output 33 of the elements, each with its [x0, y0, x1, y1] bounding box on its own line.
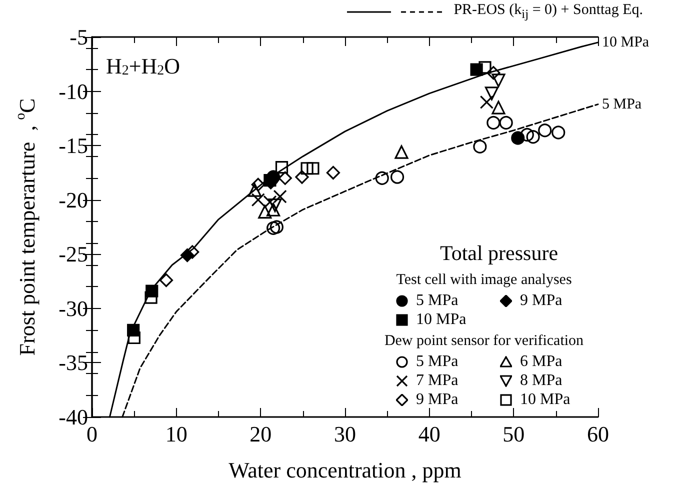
x-tick-label: 10 — [165, 422, 188, 446]
y-tick-label: -30 — [58, 296, 88, 321]
y-tick-label: -35 — [58, 350, 88, 376]
y-axis-title: Frost point temperarture , oC — [14, 98, 40, 356]
annotation: 10 MPa — [602, 34, 650, 50]
text: PR-EOS (k$_{ij}$ = 0) + Sonttag Eq. — [454, 2, 643, 22]
legend-label: 7 MPa — [416, 371, 458, 390]
legend-label: 10 MPa — [416, 310, 466, 329]
annotation: H2+H2O — [106, 54, 180, 78]
x-tick-label: 30 — [334, 422, 356, 446]
y-tick-label: -40 — [58, 404, 88, 430]
x-tick-label: 20 — [250, 422, 272, 446]
x-axis-title: Water concentration , ppm — [228, 458, 462, 482]
legend-label: 10 MPa — [520, 390, 570, 409]
y-tick-label: -20 — [58, 187, 88, 212]
x-tick-label: 50 — [502, 422, 525, 446]
legend-label: 6 MPa — [520, 352, 562, 371]
annotation: Dew point sensor for verification — [383, 333, 585, 350]
legend-label: 5 MPa — [416, 352, 458, 371]
y-tick-label: -5 — [70, 24, 88, 50]
x-tick-label: 40 — [418, 422, 440, 446]
x-tick-label: 60 — [587, 422, 609, 446]
annotation: Test cell with image analyses — [395, 272, 573, 289]
annotation: 5 MPa — [602, 96, 642, 112]
legend-label: 9 MPa — [520, 291, 562, 310]
y-tick-label: -15 — [58, 133, 88, 158]
legend-label: 8 MPa — [520, 371, 562, 390]
legend-title: Total pressure — [438, 241, 560, 266]
y-tick-label: -10 — [58, 78, 88, 104]
y-tick-label: -25 — [58, 242, 88, 267]
legend-label: 5 MPa — [416, 291, 458, 310]
legend-label: 9 MPa — [416, 390, 458, 409]
x-tick-label: 0 — [86, 422, 98, 446]
